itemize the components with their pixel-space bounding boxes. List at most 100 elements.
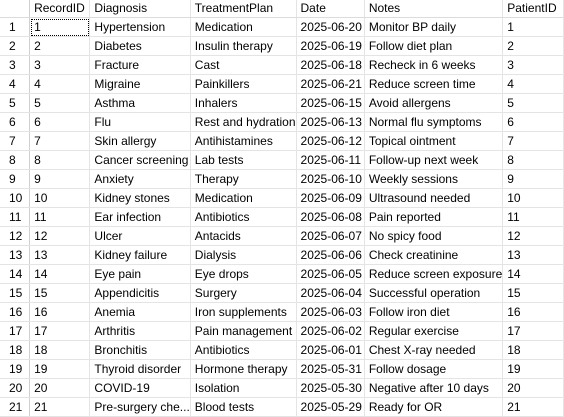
column-header-treatment-plan[interactable]: TreatmentPlan [190,0,297,18]
cell-diagnosis[interactable]: Thyroid disorder [89,359,191,379]
cell-diagnosis[interactable]: Anxiety [89,169,191,189]
cell-treatment-plan[interactable]: Insulin therapy [190,36,297,56]
row-number-cell[interactable]: 13 [0,245,31,265]
cell-notes[interactable]: Ready for OR [364,397,504,417]
row-number-cell[interactable]: 15 [0,283,31,303]
row-number-cell[interactable]: 21 [0,397,31,417]
cell-date[interactable]: 2025-06-13 [296,112,365,132]
cell-record-id[interactable]: 16 [29,302,91,322]
cell-patient-id[interactable]: 14 [502,264,564,284]
cell-patient-id[interactable]: 7 [502,131,564,151]
cell-notes[interactable]: Follow diet plan [364,36,504,56]
row-number-cell[interactable]: 6 [0,112,31,132]
cell-notes[interactable]: Check creatinine [364,245,504,265]
cell-patient-id[interactable]: 18 [502,340,564,360]
cell-date[interactable]: 2025-06-05 [296,264,365,284]
cell-record-id[interactable]: 18 [29,340,91,360]
cell-treatment-plan[interactable]: Medication [190,188,297,208]
row-number-cell[interactable]: 20 [0,378,31,398]
cell-patient-id[interactable]: 20 [502,378,564,398]
table-row[interactable]: 7 7 Skin allergy Antihistamines 2025-06-12 To… [0,131,564,151]
cell-treatment-plan[interactable]: Antacids [190,226,297,246]
cell-record-id[interactable]: 14 [29,264,91,284]
column-header-notes[interactable]: Notes [364,0,504,18]
cell-diagnosis[interactable]: Ulcer [89,226,191,246]
cell-notes[interactable]: Follow iron diet [364,302,504,322]
cell-treatment-plan[interactable]: Antibiotics [190,340,297,360]
column-header-diagnosis[interactable]: Diagnosis [89,0,191,18]
table-row[interactable]: 3 3 Fracture Cast 2025-06-18 Recheck in 6 wee… [0,55,564,75]
cell-record-id[interactable]: 3 [29,55,91,75]
cell-treatment-plan[interactable]: Lab tests [190,150,297,170]
cell-record-id[interactable]: 19 [29,359,91,379]
cell-notes[interactable]: Negative after 10 days [364,378,504,398]
cell-treatment-plan[interactable]: Antihistamines [190,131,297,151]
cell-treatment-plan[interactable]: Dialysis [190,245,297,265]
table-row[interactable]: 20 20 COVID-19 Isolation 2025-05-30 Negative … [0,378,564,398]
row-number-cell[interactable]: 14 [0,264,31,284]
cell-patient-id[interactable]: 10 [502,188,564,208]
cell-record-id[interactable]: 20 [29,378,91,398]
row-number-cell[interactable]: 10 [0,188,31,208]
row-number-cell[interactable]: 12 [0,226,31,246]
cell-patient-id[interactable]: 5 [502,93,564,113]
cell-record-id[interactable]: 17 [29,321,91,341]
cell-date[interactable]: 2025-06-12 [296,131,365,151]
cell-diagnosis[interactable]: Kidney stones [89,188,191,208]
cell-patient-id[interactable]: 12 [502,226,564,246]
row-number-cell[interactable]: 8 [0,150,31,170]
cell-patient-id[interactable]: 17 [502,321,564,341]
cell-treatment-plan[interactable]: Medication [190,17,297,37]
cell-notes[interactable]: Follow-up next week [364,150,504,170]
cell-notes[interactable]: Reduce screen exposure [364,264,504,284]
cell-patient-id[interactable]: 8 [502,150,564,170]
cell-patient-id[interactable]: 9 [502,169,564,189]
row-number-cell[interactable]: 19 [0,359,31,379]
cell-date[interactable]: 2025-06-09 [296,188,365,208]
row-number-cell[interactable]: 4 [0,74,31,94]
column-header-record-id[interactable]: RecordID [29,0,91,18]
table-row[interactable]: 1 1 Hypertension Medication 2025-06-20 Monito… [0,17,564,37]
row-number-cell[interactable]: 16 [0,302,31,322]
cell-notes[interactable]: Avoid allergens [364,93,504,113]
cell-patient-id[interactable]: 21 [502,397,564,417]
cell-date[interactable]: 2025-06-20 [296,17,365,37]
cell-date[interactable]: 2025-05-29 [296,397,365,417]
row-number-cell[interactable]: 5 [0,93,31,113]
cell-record-id[interactable]: 21 [29,397,91,417]
table-row[interactable]: 16 16 Anemia Iron supplements 2025-06-03 Foll… [0,302,564,322]
cell-diagnosis[interactable]: Cancer screening [89,150,191,170]
cell-date[interactable]: 2025-06-10 [296,169,365,189]
cell-date[interactable]: 2025-06-21 [296,74,365,94]
cell-diagnosis[interactable]: Pre-surgery che... [89,397,191,417]
cell-notes[interactable]: Successful operation [364,283,504,303]
row-number-cell[interactable]: 17 [0,321,31,341]
cell-diagnosis[interactable]: Appendicitis [89,283,191,303]
cell-date[interactable]: 2025-06-07 [296,226,365,246]
table-row[interactable]: 17 17 Arthritis Pain management 2025-06-02 Re… [0,321,564,341]
cell-diagnosis[interactable]: Flu [89,112,191,132]
cell-notes[interactable]: Weekly sessions [364,169,504,189]
cell-notes[interactable]: No spicy food [364,226,504,246]
cell-treatment-plan[interactable]: Pain management [190,321,297,341]
cell-record-id[interactable]: 10 [29,188,91,208]
cell-notes[interactable]: Recheck in 6 weeks [364,55,504,75]
column-header-date[interactable]: Date [296,0,365,18]
cell-notes[interactable]: Ultrasound needed [364,188,504,208]
row-number-cell[interactable]: 7 [0,131,31,151]
cell-treatment-plan[interactable]: Therapy [190,169,297,189]
cell-patient-id[interactable]: 3 [502,55,564,75]
table-row[interactable]: 15 15 Appendicitis Surgery 2025-06-04 Success… [0,283,564,303]
cell-patient-id[interactable]: 11 [502,207,564,227]
cell-date[interactable]: 2025-05-31 [296,359,365,379]
table-row[interactable]: 10 10 Kidney stones Medication 2025-06-09 Ult… [0,188,564,208]
cell-record-id[interactable]: 13 [29,245,91,265]
cell-treatment-plan[interactable]: Blood tests [190,397,297,417]
row-number-cell[interactable]: 18 [0,340,31,360]
table-row[interactable]: 5 5 Asthma Inhalers 2025-06-15 Avoid allergen… [0,93,564,113]
table-row[interactable]: 11 11 Ear infection Antibiotics 2025-06-08 Pa… [0,207,564,227]
cell-patient-id[interactable]: 6 [502,112,564,132]
cell-record-id[interactable]: 7 [29,131,91,151]
cell-date[interactable]: 2025-06-08 [296,207,365,227]
